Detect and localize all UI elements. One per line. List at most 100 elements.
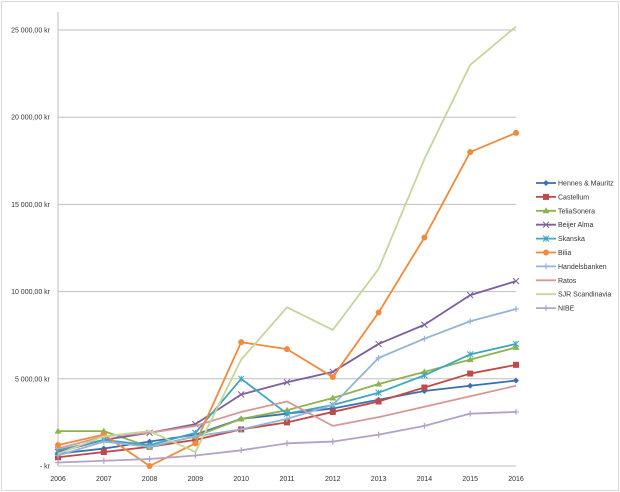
x-tick-label: 2014 xyxy=(417,476,433,483)
data-point xyxy=(542,207,550,214)
legend-item: Bilia xyxy=(536,249,571,257)
legend-label: Castellum xyxy=(558,194,589,201)
data-point xyxy=(466,356,474,363)
legend-label: Hennes & Mauritz xyxy=(558,181,614,188)
data-point xyxy=(284,346,290,353)
data-point xyxy=(543,305,549,312)
data-point xyxy=(238,426,245,433)
data-point xyxy=(543,263,549,270)
legend-item: TeliaSonera xyxy=(536,207,595,215)
data-point xyxy=(55,459,61,466)
data-point xyxy=(543,249,549,256)
data-point xyxy=(192,433,199,440)
data-point xyxy=(284,440,290,447)
data-point xyxy=(421,384,428,391)
data-point xyxy=(55,442,61,449)
legend-label: TeliaSonera xyxy=(558,208,595,215)
data-point xyxy=(146,456,153,463)
legend-label: Skanska xyxy=(558,236,585,243)
x-tick-label: 2006 xyxy=(50,476,66,483)
x-tick-label: 2011 xyxy=(279,476,294,483)
x-tick-label: 2009 xyxy=(188,476,204,483)
series-line xyxy=(58,346,517,448)
data-point xyxy=(542,235,550,242)
legend-item: NIBE xyxy=(536,305,575,313)
data-point xyxy=(543,180,549,186)
data-point xyxy=(284,415,290,422)
legend-label: Beijer Alma xyxy=(558,222,594,229)
data-point xyxy=(543,193,549,200)
data-point xyxy=(329,394,337,401)
data-point xyxy=(192,452,199,459)
data-point xyxy=(513,306,519,313)
data-point xyxy=(192,440,199,447)
legend-label: Bilia xyxy=(558,250,571,257)
data-point xyxy=(329,408,336,415)
series-ratos xyxy=(57,384,517,450)
data-point xyxy=(375,389,382,397)
data-point xyxy=(375,398,382,405)
y-tick-label: 20 000,00 kr xyxy=(11,115,51,122)
data-point xyxy=(467,318,474,325)
data-point xyxy=(100,438,107,445)
data-point xyxy=(329,401,336,408)
x-tick-label: 2013 xyxy=(371,476,387,483)
x-tick-label: 2010 xyxy=(233,476,249,483)
legend-item: SJR Scandinavia xyxy=(536,292,611,299)
data-point xyxy=(237,415,245,422)
y-tick-label: 10 000,00 kr xyxy=(11,289,51,296)
legend-label: Handelsbanken xyxy=(558,264,607,271)
data-point xyxy=(283,406,291,413)
data-point xyxy=(421,234,428,241)
legend-item: Hennes & Mauritz xyxy=(536,180,614,188)
y-tick-label: 25 000,00 kr xyxy=(11,28,51,35)
data-point xyxy=(329,374,336,381)
data-point xyxy=(512,277,520,285)
data-point xyxy=(146,463,153,469)
data-point xyxy=(467,149,474,156)
series-bilia xyxy=(55,129,519,469)
y-tick-label: 5 000,00 kr xyxy=(15,376,51,383)
y-tick-label: 15 000,00 kr xyxy=(11,202,51,209)
data-point xyxy=(375,354,382,361)
data-point xyxy=(284,419,290,426)
data-point xyxy=(466,351,474,358)
legend-label: SJR Scandinavia xyxy=(558,292,611,299)
data-point xyxy=(375,431,382,438)
y-tick-label: - kr xyxy=(40,464,51,471)
series-nibe xyxy=(55,408,519,466)
data-point xyxy=(467,382,474,389)
data-point xyxy=(513,361,519,368)
x-tick-label: 2016 xyxy=(508,476,524,483)
series-line xyxy=(57,25,517,455)
data-point xyxy=(421,422,428,429)
data-point xyxy=(100,457,107,464)
x-tick-label: 2015 xyxy=(462,476,478,483)
data-point xyxy=(542,221,550,229)
legend-item: Beijer Alma xyxy=(536,221,594,229)
data-point xyxy=(238,339,245,346)
series-handelsbanken xyxy=(55,306,519,459)
data-point xyxy=(420,368,428,375)
legend-label: Ratos xyxy=(558,278,577,285)
data-point xyxy=(100,427,108,434)
data-point xyxy=(375,309,382,316)
series-beijer-alma xyxy=(54,277,520,456)
data-point xyxy=(512,340,520,348)
data-point xyxy=(513,408,519,415)
data-point xyxy=(421,321,428,329)
legend-item: Handelsbanken xyxy=(536,263,607,271)
data-point xyxy=(192,436,199,443)
data-point xyxy=(467,410,474,417)
legend-item: Castellum xyxy=(536,193,589,201)
data-point xyxy=(238,447,245,454)
data-point xyxy=(329,438,336,445)
data-point xyxy=(421,371,428,379)
data-point xyxy=(237,375,245,383)
x-tick-label: 2008 xyxy=(142,476,158,483)
data-point xyxy=(146,443,153,450)
series-sjr-scandinavia xyxy=(57,25,517,455)
data-point xyxy=(513,377,519,384)
